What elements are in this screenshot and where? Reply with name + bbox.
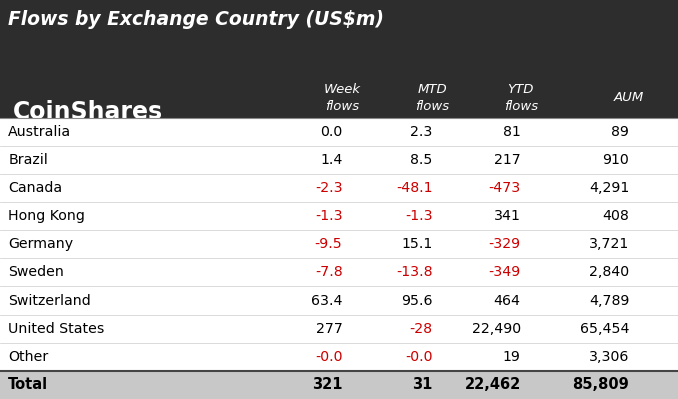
Text: 341: 341 (494, 209, 521, 223)
Text: United States: United States (8, 322, 104, 336)
Text: 3,721: 3,721 (589, 237, 629, 251)
Text: 217: 217 (494, 153, 521, 167)
Text: -9.5: -9.5 (315, 237, 342, 251)
Text: 1.4: 1.4 (320, 153, 342, 167)
Text: 95.6: 95.6 (401, 294, 433, 308)
Text: -7.8: -7.8 (315, 265, 342, 279)
Text: 321: 321 (312, 377, 342, 393)
Text: Week
flows: Week flows (324, 83, 361, 113)
Text: -0.0: -0.0 (405, 350, 433, 364)
Text: -28: -28 (410, 322, 433, 336)
Text: 19: 19 (503, 350, 521, 364)
Text: 464: 464 (494, 294, 521, 308)
Text: 4,789: 4,789 (589, 294, 629, 308)
Text: 63.4: 63.4 (311, 294, 342, 308)
Text: Switzerland: Switzerland (8, 294, 91, 308)
Text: 2,840: 2,840 (589, 265, 629, 279)
Text: 15.1: 15.1 (401, 237, 433, 251)
Text: 81: 81 (503, 125, 521, 139)
Text: CoinShares: CoinShares (13, 100, 163, 124)
Text: -48.1: -48.1 (396, 181, 433, 195)
Text: -1.3: -1.3 (405, 209, 433, 223)
Text: -473: -473 (488, 181, 521, 195)
Text: -349: -349 (488, 265, 521, 279)
Text: Hong Kong: Hong Kong (8, 209, 85, 223)
Text: Other: Other (8, 350, 48, 364)
Text: 408: 408 (603, 209, 629, 223)
Text: Germany: Germany (8, 237, 73, 251)
Text: 277: 277 (315, 322, 342, 336)
Bar (0, 371, 678, 399)
Text: Canada: Canada (8, 181, 62, 195)
Text: 22,490: 22,490 (472, 322, 521, 336)
Text: 22,462: 22,462 (464, 377, 521, 393)
Text: -2.3: -2.3 (315, 181, 342, 195)
Text: Australia: Australia (8, 125, 71, 139)
Text: 8.5: 8.5 (410, 153, 433, 167)
Text: MTD
flows: MTD flows (416, 83, 450, 113)
Text: Sweden: Sweden (8, 265, 64, 279)
Text: Total: Total (8, 377, 48, 393)
Text: 3,306: 3,306 (589, 350, 629, 364)
Text: 4,291: 4,291 (589, 181, 629, 195)
Text: 0.0: 0.0 (320, 125, 342, 139)
Text: AUM: AUM (614, 91, 644, 104)
Text: 2.3: 2.3 (410, 125, 433, 139)
Text: 89: 89 (612, 125, 629, 139)
Text: -1.3: -1.3 (315, 209, 342, 223)
Bar (0, 118, 678, 399)
Text: 65,454: 65,454 (580, 322, 629, 336)
Text: -13.8: -13.8 (396, 265, 433, 279)
Text: 85,809: 85,809 (572, 377, 629, 393)
Text: 910: 910 (603, 153, 629, 167)
Text: -0.0: -0.0 (315, 350, 342, 364)
Text: YTD
flows: YTD flows (504, 83, 538, 113)
Bar (0, 0, 678, 118)
Text: Flows by Exchange Country (US$m): Flows by Exchange Country (US$m) (8, 10, 384, 29)
Text: -329: -329 (489, 237, 521, 251)
Text: 31: 31 (412, 377, 433, 393)
Text: Brazil: Brazil (8, 153, 48, 167)
